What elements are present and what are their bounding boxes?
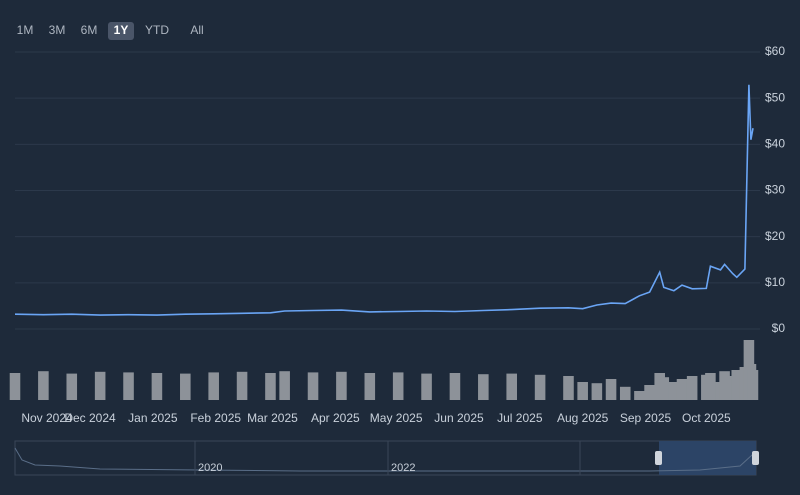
x-tick-label: Apr 2025: [311, 411, 360, 425]
navigator: 2020 2022: [14, 440, 759, 476]
y-tick-label: $50: [765, 90, 785, 104]
volume-bar: [364, 373, 376, 400]
volume-bar: [336, 371, 347, 400]
volume-bar: [449, 373, 461, 400]
range-button[interactable]: 3M: [49, 23, 66, 37]
navigator-handle[interactable]: [752, 451, 759, 465]
range-button-selected[interactable]: [108, 22, 134, 40]
volume-bar: [9, 373, 21, 400]
volume-bar: [279, 371, 290, 400]
volume-bar: [676, 379, 688, 400]
volume-bar: [747, 370, 759, 400]
y-tick-label: $10: [765, 275, 785, 289]
x-tick-label: Mar 2025: [247, 411, 298, 425]
volume-bar: [644, 385, 655, 400]
x-tick-label: Aug 2025: [557, 411, 609, 425]
x-tick-label: Oct 2025: [682, 411, 731, 425]
volume-bar: [634, 391, 645, 400]
navigator-window: [659, 441, 756, 475]
navigator-line: [14, 447, 757, 472]
navigator-handle[interactable]: [655, 451, 662, 465]
volume-bar: [421, 373, 432, 400]
y-tick-label: $60: [765, 44, 785, 58]
x-tick-label: Jul 2025: [497, 411, 543, 425]
volume-bar: [619, 386, 631, 400]
range-button[interactable]: 6M: [81, 23, 98, 37]
volume-bar: [208, 372, 219, 400]
volume-bar: [38, 371, 49, 400]
volume-bar: [668, 382, 680, 400]
volume-bar: [705, 373, 716, 400]
volume-bar: [392, 372, 404, 400]
navigator-label: 2020: [198, 462, 222, 474]
x-tick-label: Feb 2025: [190, 411, 241, 425]
range-button[interactable]: All: [190, 23, 203, 37]
volume-bar: [577, 382, 588, 400]
y-tick-label: $20: [765, 229, 785, 243]
x-tick-label: May 2025: [370, 411, 423, 425]
navigator-frame: [14, 440, 757, 476]
volume-bar: [94, 371, 106, 400]
volume-bar: [686, 376, 698, 400]
x-tick-label: Jun 2025: [434, 411, 484, 425]
volume-bar: [719, 371, 730, 400]
x-tick-label: Dec 2024: [64, 411, 116, 425]
y-tick-label: $30: [765, 183, 785, 197]
volume-bar: [563, 376, 574, 400]
volume-bar: [180, 373, 191, 400]
price-line: [14, 84, 754, 316]
volume-bar: [534, 374, 546, 400]
volume-bar: [478, 374, 489, 400]
volume-bar: [236, 371, 248, 400]
volume-bar: [658, 377, 670, 400]
y-tick-label: $0: [772, 321, 786, 335]
volume-bar: [731, 370, 743, 400]
y-tick-label: $40: [765, 137, 785, 151]
volume-bar: [506, 373, 517, 400]
volume-bar: [591, 383, 603, 400]
range-button[interactable]: 1M: [17, 23, 34, 37]
volume-bar: [151, 373, 163, 400]
x-tick-label: Jan 2025: [128, 411, 178, 425]
volume-bar: [605, 379, 617, 400]
x-tick-label: Nov 2024: [21, 411, 73, 425]
volume-bar: [66, 373, 78, 400]
navigator-label: 2022: [391, 462, 415, 474]
range-button[interactable]: YTD: [145, 23, 169, 37]
volume-bar: [265, 373, 276, 400]
volume-bar: [307, 372, 319, 400]
volume-bar: [123, 372, 134, 400]
x-tick-label: Sep 2025: [620, 411, 672, 425]
range-button[interactable]: 1Y: [114, 23, 129, 37]
